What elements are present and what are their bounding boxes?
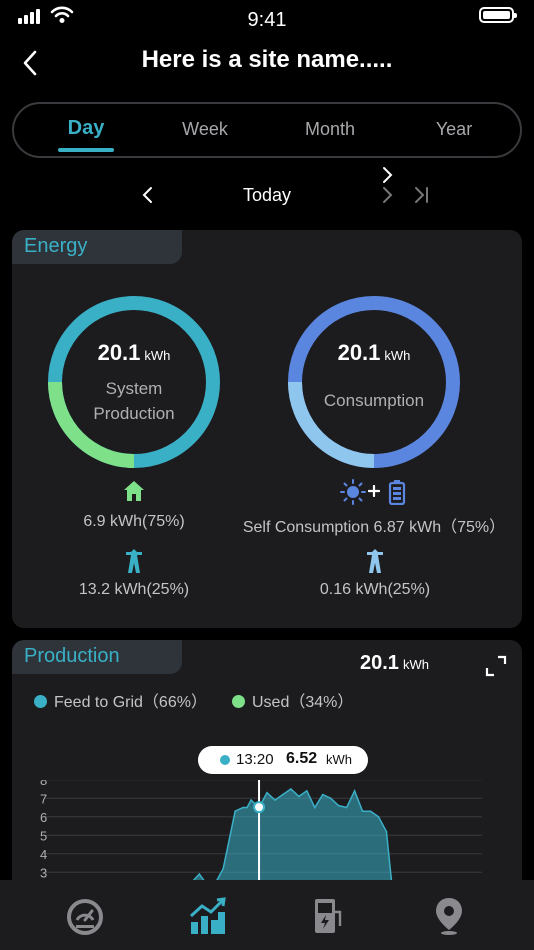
data-point [361, 810, 364, 812]
grid-tower-icon [126, 549, 142, 573]
period-tabs: Day Week Month Year [12, 102, 522, 158]
bottom-nav [0, 880, 534, 950]
legend-dot [232, 695, 245, 708]
production-value: 20.1 kWh [97, 340, 171, 365]
production-total: 20.1 kWh [360, 652, 429, 674]
dashboard-gauge-icon[interactable] [65, 896, 105, 936]
data-point [274, 799, 276, 801]
date-navigator: Today [0, 165, 534, 225]
plus-icon [368, 485, 380, 497]
legend-feed-to-grid: Feed to Grid（66%） [34, 688, 207, 712]
data-point [282, 793, 284, 796]
date-label: Today [242, 185, 292, 205]
data-point [198, 873, 201, 875]
data-point [306, 790, 308, 792]
self-consumption-text: Self Consumption 6.87 kWh（75%） [242, 519, 506, 536]
cellular-signal-icon [18, 9, 40, 24]
data-point [246, 806, 248, 809]
consumption-donut [288, 296, 460, 468]
data-point [242, 806, 244, 809]
consumption-label: Consumption [323, 391, 425, 410]
data-point [266, 791, 268, 794]
wifi-icon [50, 6, 74, 23]
data-point [290, 788, 292, 790]
data-point [222, 867, 225, 870]
production-donut [48, 296, 220, 468]
data-point [369, 810, 372, 812]
energy-title: Energy [24, 235, 88, 257]
chevron-right-icon[interactable] [380, 165, 396, 185]
status-time: 9:41 [247, 9, 287, 31]
tooltip-dot [220, 755, 230, 765]
active-tab-indicator [58, 148, 114, 152]
production-chart[interactable]: 8 7 6 5 4 3 [12, 780, 522, 900]
home-icon [124, 481, 144, 501]
production-label: System Production [93, 379, 175, 423]
energy-card: Energy 20.1 kWh System Production 20.1 kWh … [12, 230, 522, 628]
data-point [298, 795, 300, 798]
y-tick-label: 8 [40, 780, 47, 788]
statistics-chart-icon[interactable] [187, 896, 227, 936]
grid-tower-icon [367, 549, 383, 573]
tooltip-time: 13:20 [236, 751, 274, 768]
data-point [353, 790, 356, 792]
production-card-header: Production [12, 640, 182, 674]
device-charger-icon[interactable] [307, 896, 347, 936]
next-date-icon[interactable] [380, 185, 396, 205]
production-home-text: 6.9 kWh(75%) [83, 513, 185, 530]
data-point [313, 806, 316, 809]
sun-icon [340, 479, 366, 505]
tab-year[interactable]: Year [435, 119, 473, 139]
production-self-arc [48, 381, 135, 468]
cursor-marker [253, 801, 266, 814]
production-card: Production 20.1 kWh Feed to Grid（66%） Use… [12, 640, 522, 900]
battery-icon [479, 7, 517, 23]
y-tick-label: 5 [40, 828, 47, 843]
page-title: Here is a site name..... [141, 46, 393, 73]
consumption-value: 20.1 kWh [337, 340, 411, 365]
tab-day[interactable]: Day [67, 117, 105, 139]
tab-week[interactable]: Week [182, 119, 228, 139]
data-point [345, 806, 348, 809]
consumption-grid-text: 0.16 kWh(25%) [319, 581, 431, 598]
production-title: Production [24, 645, 120, 667]
consumption-ring: 20.1 kWh Consumption [286, 294, 462, 470]
chart-tooltip: 13:20 6.52 kWh [198, 746, 368, 774]
y-tick-label: 4 [40, 847, 47, 862]
data-point [321, 793, 324, 796]
data-point [337, 804, 340, 807]
tooltip-unit: kWh [326, 752, 352, 767]
expand-icon[interactable] [484, 654, 508, 678]
battery-storage-icon [388, 480, 406, 505]
production-grid-text: 13.2 kWh(25%) [78, 581, 190, 598]
tab-month[interactable]: Month [304, 119, 356, 139]
legend-dot [34, 695, 47, 708]
tooltip-value: 6.52 [286, 750, 318, 767]
energy-card-header: Energy [12, 230, 182, 264]
data-point [377, 815, 380, 818]
y-tick-label: 6 [40, 810, 47, 825]
data-point [250, 799, 252, 801]
previous-date-icon[interactable] [140, 185, 156, 205]
y-tick-label: 3 [40, 865, 47, 880]
y-tick-label: 7 [40, 791, 47, 806]
back-arrow-icon[interactable] [18, 48, 46, 78]
feed-to-grid-area [171, 789, 395, 900]
legend-used: Used（34%） [232, 688, 353, 712]
data-point [329, 797, 332, 800]
production-ring: 20.1 kWh System Production [46, 294, 222, 470]
location-pin-icon[interactable] [429, 896, 469, 936]
data-point [385, 830, 388, 833]
data-point [234, 810, 236, 812]
last-date-icon[interactable] [412, 185, 432, 205]
status-bar: 9:41 [0, 0, 534, 40]
